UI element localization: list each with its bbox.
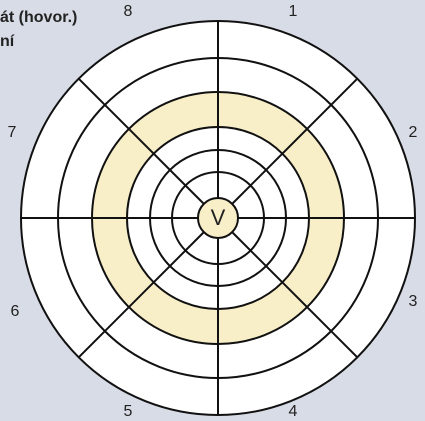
sector-labels: 1 2 3 4 5 6 7 8 (8, 3, 418, 420)
spokes (21, 21, 415, 415)
caption-line: át (hovor.) (0, 9, 77, 26)
center-label: V (211, 205, 226, 230)
spoke (231, 77, 359, 205)
sector-label: 6 (11, 303, 20, 320)
sector-label: 8 (124, 3, 133, 20)
caption-line: ní (0, 33, 15, 50)
sector-label: 2 (409, 124, 418, 141)
spoke (77, 77, 205, 205)
spoke (231, 231, 359, 359)
sector-label: 1 (289, 3, 298, 20)
sector-label: 4 (289, 403, 298, 420)
center-circle (197, 197, 239, 239)
sector-label: 7 (8, 124, 17, 141)
sector-label: 5 (124, 403, 133, 420)
spoke (77, 231, 205, 359)
sector-label: 3 (409, 293, 418, 310)
